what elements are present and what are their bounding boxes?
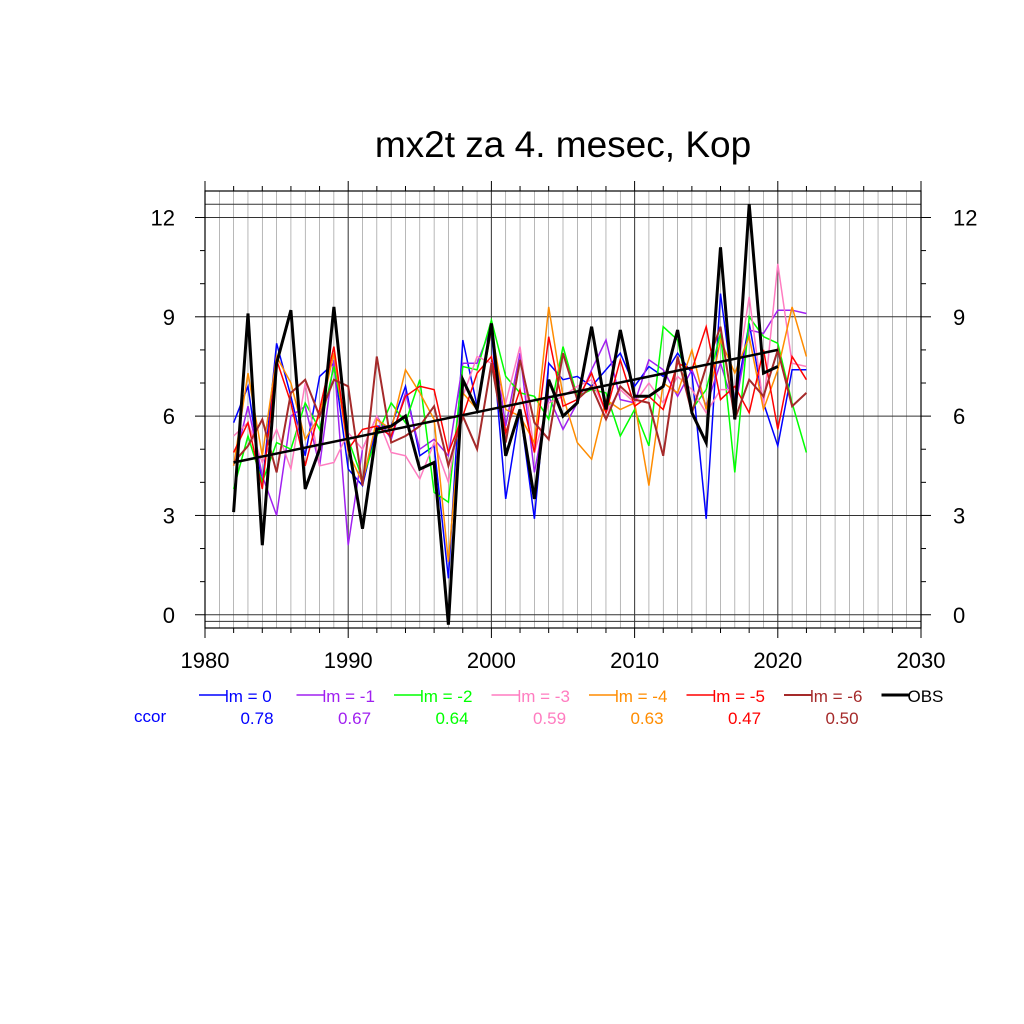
x-tick-label: 2010 — [610, 648, 659, 673]
ccor-value-0: 0.78 — [240, 709, 273, 728]
y-tick-label-right: 3 — [953, 503, 965, 528]
x-tick-label: 2030 — [897, 648, 946, 673]
grid-lines — [205, 191, 921, 628]
x-tick-label: 2020 — [753, 648, 802, 673]
x-tick-label: 1990 — [324, 648, 373, 673]
y-tick-label-left: 3 — [163, 503, 175, 528]
legend-label-5: lm = -5 — [713, 687, 765, 706]
ccor-value-1: 0.67 — [338, 709, 371, 728]
plot-frame — [204, 190, 922, 629]
ccor-value-3: 0.59 — [533, 709, 566, 728]
ccor-value-6: 0.50 — [825, 709, 858, 728]
trend-line — [233, 348, 779, 464]
y-tick-label-left: 6 — [163, 404, 175, 429]
legend-label-3: lm = -3 — [518, 687, 570, 706]
x-tick-label: 2000 — [467, 648, 516, 673]
chart-title: mx2t za 4. mesec, Kop — [375, 124, 751, 165]
series-layer — [232, 204, 808, 625]
ccor-value-5: 0.47 — [728, 709, 761, 728]
series-line-3 — [233, 263, 807, 486]
ccor-label: ccor — [134, 707, 166, 726]
legend-label-1: lm = -1 — [323, 687, 375, 706]
y-tick-label-right: 0 — [953, 603, 965, 628]
y-tick-label-right: 12 — [953, 205, 977, 230]
y-tick-label-left: 9 — [163, 305, 175, 330]
y-tick-label-left: 0 — [163, 603, 175, 628]
legend-label-7: OBS — [908, 687, 944, 706]
y-tick-label-right: 9 — [953, 305, 965, 330]
y-tick-label-left: 12 — [151, 205, 175, 230]
legend-label-4: lm = -4 — [615, 687, 667, 706]
legend: lm = 0 lm = -1 lm = -2 lm = -3 lm = -4 lm = -… — [134, 687, 943, 728]
x-tick-label: 1980 — [181, 648, 230, 673]
ccor-value-2: 0.64 — [435, 709, 468, 728]
legend-label-0: lm = 0 — [225, 687, 272, 706]
series-line-6 — [232, 326, 808, 486]
axis-ticks: 0 0 3 3 6 6 9 9 12 12 1980 1990 2000 2010 2020 2030 — [151, 181, 977, 673]
legend-label-6: lm = -6 — [810, 687, 862, 706]
ccor-value-4: 0.63 — [630, 709, 663, 728]
y-tick-label-right: 6 — [953, 404, 965, 429]
legend-label-2: lm = -2 — [420, 687, 472, 706]
series-line-7 — [232, 204, 779, 625]
